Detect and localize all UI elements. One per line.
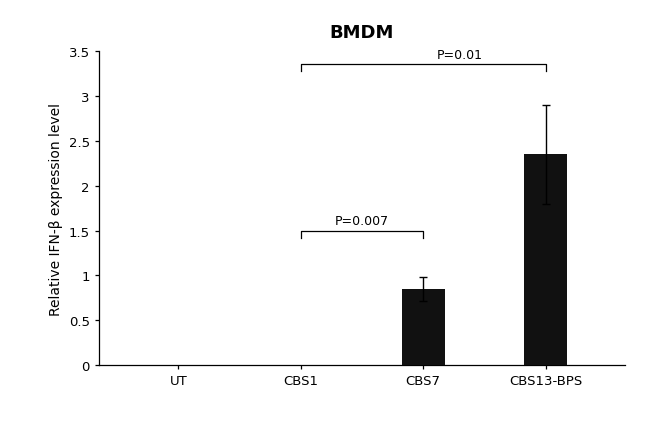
Y-axis label: Relative IFN-β expression level: Relative IFN-β expression level <box>49 102 63 315</box>
Bar <box>401 289 445 366</box>
Title: BMDM: BMDM <box>330 24 394 42</box>
Text: P=0.007: P=0.007 <box>335 215 389 227</box>
Bar <box>524 155 567 366</box>
Text: P=0.01: P=0.01 <box>437 49 483 61</box>
